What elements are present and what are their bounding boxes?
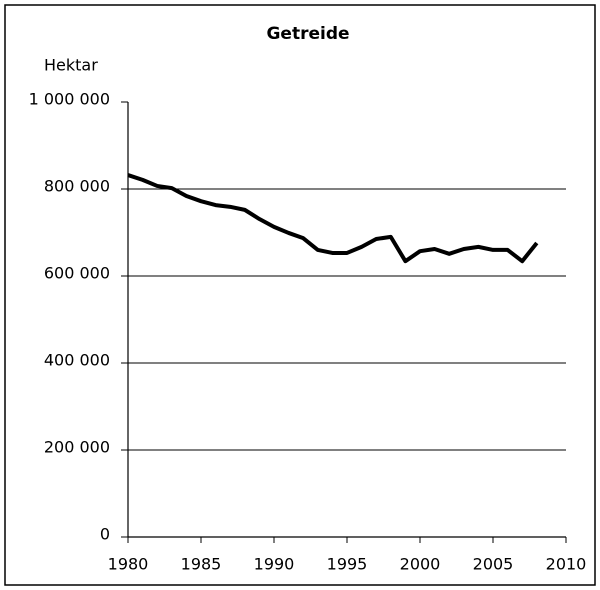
y-axis-label: Hektar: [44, 56, 98, 75]
x-tick-label: 1990: [254, 555, 295, 574]
x-tick-label: 1980: [108, 555, 149, 574]
y-tick-label: 200 000: [44, 438, 110, 457]
y-tick-label: 0: [100, 525, 110, 544]
frame: [4, 4, 596, 586]
y-tick-label: 600 000: [44, 264, 110, 283]
chart-title: Getreide: [266, 24, 349, 44]
y-tick-label: 800 000: [44, 177, 110, 196]
x-tick-label: 2010: [546, 555, 587, 574]
x-tick-label: 1985: [181, 555, 222, 574]
x-tick-label: 2005: [473, 555, 514, 574]
y-tick-label: 400 000: [44, 351, 110, 370]
x-tick-label: 1995: [327, 555, 368, 574]
data-line: [127, 173, 539, 264]
y-tick-label: 1 000 000: [29, 90, 110, 109]
x-tick-label: 2000: [400, 555, 441, 574]
